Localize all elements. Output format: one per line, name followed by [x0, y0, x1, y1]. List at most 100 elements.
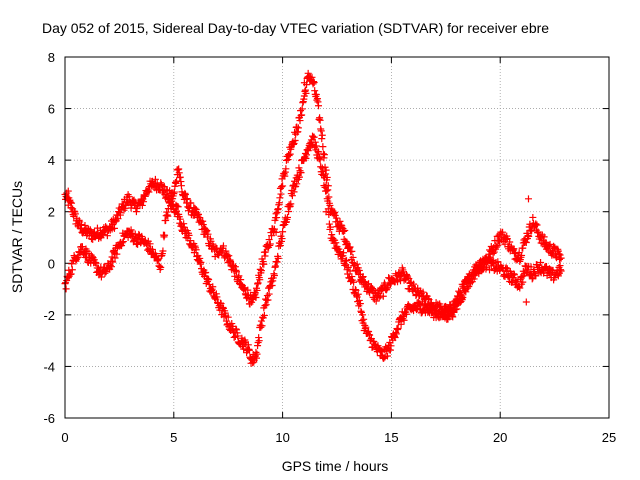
y-tick-label: -6: [43, 411, 55, 426]
outlier-point: [64, 187, 72, 195]
data-point: [224, 313, 232, 321]
data-point: [325, 193, 333, 201]
data-point: [405, 275, 413, 283]
data-point: [309, 132, 317, 140]
data-point: [195, 210, 203, 218]
data-point: [533, 221, 541, 229]
data-point: [356, 300, 364, 308]
outlier-point: [322, 208, 330, 216]
y-tick-label: -4: [43, 359, 55, 374]
data-point: [470, 275, 478, 283]
data-point: [265, 290, 273, 298]
x-tick-label: 15: [384, 430, 398, 445]
data-point: [68, 260, 76, 268]
data-point: [132, 240, 140, 248]
data-point: [532, 220, 540, 228]
data-point: [516, 284, 524, 292]
data-point: [260, 260, 268, 268]
data-point: [118, 239, 126, 247]
data-point: [219, 242, 227, 250]
data-point: [151, 175, 159, 183]
data-point: [312, 142, 320, 150]
data-point: [283, 213, 291, 221]
data-point: [282, 165, 290, 173]
data-point: [157, 263, 165, 271]
data-point: [400, 316, 408, 324]
data-point: [113, 250, 121, 258]
data-point: [276, 242, 284, 250]
data-point: [224, 252, 232, 260]
y-axis-label: SDTVAR / TECUs: [9, 181, 25, 293]
data-point: [355, 267, 363, 275]
x-tick-label: 5: [170, 430, 177, 445]
data-point: [342, 257, 350, 265]
data-point: [278, 183, 286, 191]
data-point: [71, 210, 79, 218]
data-point: [258, 322, 266, 330]
data-point: [323, 187, 331, 195]
data-point: [264, 296, 272, 304]
data-point: [477, 257, 485, 265]
data-point: [81, 221, 89, 229]
data-point: [537, 258, 545, 266]
data-point: [68, 266, 76, 274]
data-point: [344, 263, 352, 271]
data-point: [199, 221, 207, 229]
data-point: [257, 267, 265, 275]
data-point: [278, 235, 286, 243]
data-point: [265, 236, 273, 244]
data-point: [285, 208, 293, 216]
data-point: [326, 223, 334, 231]
data-point: [462, 288, 470, 296]
data-point: [202, 268, 210, 276]
data-point: [67, 270, 75, 278]
data-point: [262, 248, 270, 256]
data-point: [204, 230, 212, 238]
data-point: [111, 254, 119, 262]
data-point: [310, 79, 318, 87]
data-point: [546, 240, 554, 248]
data-point: [465, 283, 473, 291]
x-tick-label: 0: [61, 430, 68, 445]
data-point: [277, 190, 285, 198]
data-point: [317, 127, 325, 135]
data-point: [217, 300, 225, 308]
data-point: [387, 342, 395, 350]
data-point: [68, 199, 76, 207]
outlier-point: [524, 195, 532, 203]
data-point: [346, 267, 354, 275]
y-tick-label: -2: [43, 308, 55, 323]
data-point: [459, 293, 467, 301]
axis-ticks: 0 5 10 15 20 25 -6 -4 -2 0 2 4 6 8: [43, 50, 616, 445]
y-tick-label: 8: [48, 50, 55, 65]
data-point: [369, 285, 377, 293]
data-point: [506, 238, 514, 246]
data-point: [320, 174, 328, 182]
data-point: [394, 324, 402, 332]
data-point: [359, 273, 367, 281]
data-point: [177, 182, 185, 190]
data-point: [274, 254, 282, 262]
data-point: [354, 290, 362, 298]
data-point: [294, 124, 302, 132]
data-point: [134, 240, 142, 248]
data-point: [253, 286, 261, 294]
data-point: [298, 111, 306, 119]
data-point: [311, 138, 319, 146]
data-point: [164, 212, 172, 220]
data-point: [519, 278, 527, 286]
data-point: [404, 273, 412, 281]
data-point: [288, 192, 296, 200]
data-point: [64, 274, 72, 282]
data-point: [290, 140, 298, 148]
data-point: [341, 227, 349, 235]
data-point: [315, 148, 323, 156]
outlier-point: [522, 298, 530, 306]
data-point: [349, 253, 357, 261]
data-point: [350, 278, 358, 286]
y-tick-label: 0: [48, 256, 55, 271]
data-point: [252, 294, 260, 302]
data-point: [62, 285, 70, 293]
data-point: [279, 228, 287, 236]
